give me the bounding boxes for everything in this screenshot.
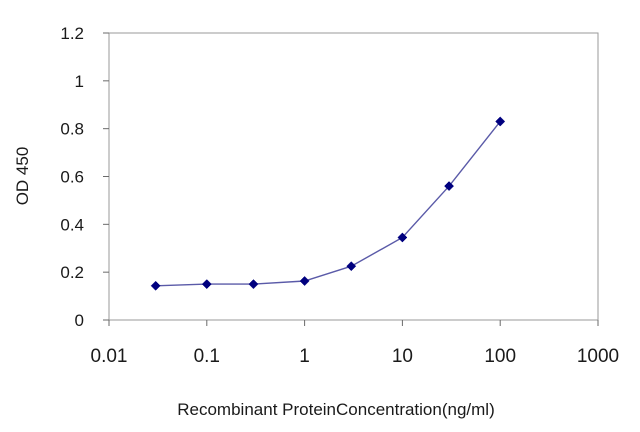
x-tick-label: 0.01 [91,346,128,367]
y-tick-label: 1.2 [60,24,84,43]
x-tick-label: 100 [484,346,516,367]
series-line [155,121,501,287]
y-tick-label: 0.2 [60,263,84,282]
data-point-marker [299,276,310,286]
y-tick-label: 0.8 [60,120,84,139]
series-layer [150,116,506,291]
data-point-marker [150,280,161,291]
x-tick-label: 0.1 [194,346,220,367]
y-axis-label: OD 450 [13,147,32,206]
data-point-marker [201,279,212,290]
data-point-marker [495,116,506,127]
data-point-marker [397,232,408,243]
x-tick-label: 1000 [577,346,619,367]
x-axis: 0.01 0.1 1 10 100 1000 [91,320,619,367]
y-tick-label: 0.6 [60,168,84,187]
x-tick-label: 10 [392,346,413,367]
y-axis: 0 0.2 0.4 0.6 0.8 1 1.2 [60,24,109,330]
plot-area [108,32,599,321]
y-tick-label: 0.4 [60,215,84,234]
y-tick-label: 0 [75,311,84,330]
x-axis-label: Recombinant ProteinConcentration(ng/ml) [177,400,495,419]
x-tick-label: 1 [299,346,310,367]
data-point-marker [248,279,259,290]
y-tick-label: 1 [75,72,84,91]
data-point-marker [346,261,357,272]
data-point-marker [444,181,455,192]
